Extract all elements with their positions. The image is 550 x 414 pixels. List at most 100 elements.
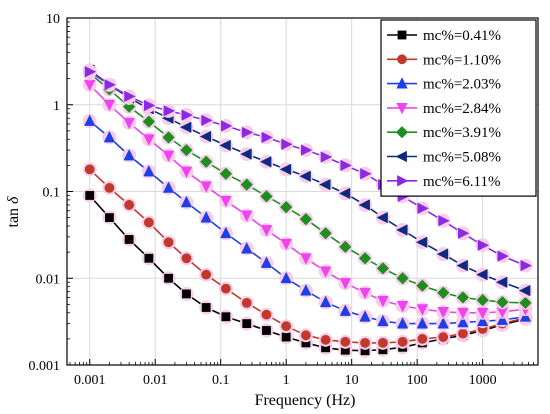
data-point <box>260 156 272 168</box>
data-point <box>396 272 409 285</box>
data-point <box>397 336 408 347</box>
data-point <box>182 289 191 299</box>
x-tick-label: 0.001 <box>74 373 106 388</box>
legend-label: mc%=2.84% <box>423 101 501 117</box>
data-point <box>376 262 389 275</box>
legend-marker <box>395 150 407 163</box>
data-point <box>200 181 212 193</box>
data-point <box>279 163 292 176</box>
legend-marker <box>397 54 407 65</box>
data-point <box>300 330 311 341</box>
data-point <box>281 138 293 150</box>
series-3 <box>82 113 533 331</box>
legend-item: mc%=2.84% <box>387 101 501 117</box>
data-point <box>143 134 155 146</box>
legend-marker <box>396 77 408 89</box>
data-point <box>358 199 370 211</box>
data-point <box>241 126 254 139</box>
data-point <box>338 187 351 200</box>
data-point <box>437 286 450 299</box>
data-point <box>300 144 313 156</box>
data-point <box>378 337 388 348</box>
data-point <box>163 105 175 117</box>
data-point <box>164 273 173 283</box>
data-point <box>124 200 135 210</box>
data-point <box>104 79 116 91</box>
legend-marker <box>397 175 409 187</box>
data-point <box>359 310 371 322</box>
data-point <box>437 306 449 319</box>
y-axis-title: tan δ <box>5 196 22 228</box>
data-point <box>377 314 389 327</box>
data-point <box>260 190 273 203</box>
data-point <box>143 165 155 177</box>
data-point <box>123 149 135 161</box>
series-2 <box>82 162 533 350</box>
data-point <box>163 237 174 248</box>
data-point <box>339 278 351 290</box>
data-point <box>340 336 351 347</box>
data-point <box>396 317 409 329</box>
data-point <box>84 164 95 175</box>
data-point <box>240 178 253 191</box>
data-point <box>124 235 134 244</box>
data-point <box>84 114 96 126</box>
data-point <box>359 287 371 300</box>
data-point <box>519 310 532 322</box>
data-point <box>320 334 331 345</box>
data-point <box>280 238 292 251</box>
data-point <box>85 191 95 200</box>
data-point <box>496 296 509 309</box>
data-point <box>520 259 532 272</box>
data-point <box>339 304 351 316</box>
data-point <box>476 269 488 281</box>
data-point <box>300 253 312 265</box>
data-point <box>201 303 211 312</box>
data-point <box>180 195 193 208</box>
data-point <box>320 151 333 163</box>
data-point <box>261 309 272 320</box>
data-point <box>339 240 352 253</box>
data-point <box>241 210 253 222</box>
data-point <box>181 109 193 121</box>
legend-marker <box>395 126 409 139</box>
x-tick-label: 0.1 <box>212 373 230 388</box>
data-point <box>280 201 293 214</box>
legend-label: mc%=0.41% <box>423 28 501 44</box>
data-point <box>415 236 428 248</box>
legend-item: mc%=0.41% <box>387 28 501 44</box>
data-point <box>458 328 468 339</box>
data-point <box>200 211 212 223</box>
data-point <box>199 130 212 143</box>
data-point <box>299 170 311 182</box>
data-point <box>457 315 469 328</box>
y-tick-label: 0.01 <box>36 272 61 287</box>
data-point <box>143 217 154 228</box>
data-point <box>396 224 408 236</box>
data-point <box>319 295 332 308</box>
y-axis-title-text: tan <box>5 208 22 228</box>
axes: 0.001 0.01 0.1 1 10 100 1000 0.001 0.01 0.1 1 10 <box>29 12 535 388</box>
legend-label: mc%=3.91% <box>423 125 501 141</box>
data-point <box>477 307 489 320</box>
data-point <box>376 211 388 224</box>
data-point <box>456 291 470 304</box>
legend-item: mc%=6.11% <box>387 174 500 190</box>
data-point <box>280 271 292 284</box>
data-point <box>260 256 273 268</box>
data-point <box>201 114 213 127</box>
y-tick-label: 0.001 <box>29 359 61 374</box>
data-point <box>340 159 352 172</box>
data-point <box>281 332 291 342</box>
data-point <box>201 269 212 280</box>
legend-item: mc%=1.10% <box>387 52 501 68</box>
data-point <box>457 307 469 320</box>
x-tick-label: 0.01 <box>143 373 168 388</box>
data-point <box>300 284 312 296</box>
data-point <box>319 266 332 278</box>
data-point <box>123 117 135 130</box>
data-point <box>436 248 449 260</box>
data-point <box>519 296 532 309</box>
x-tick-label: 1 <box>283 373 290 388</box>
